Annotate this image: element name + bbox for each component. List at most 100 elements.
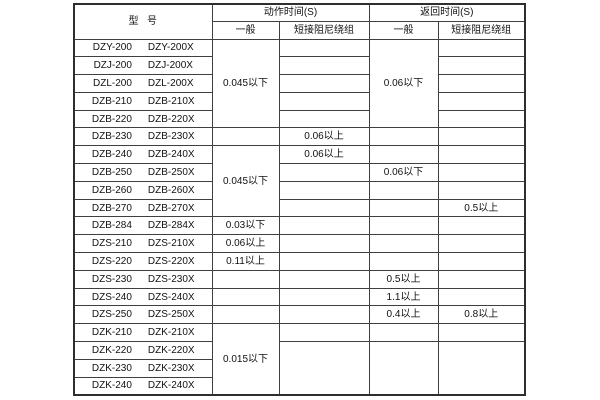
act-damping-cell bbox=[278, 287, 370, 307]
ret-damping-cell: 0.5以上 bbox=[437, 198, 526, 218]
act-damping-cell bbox=[278, 252, 370, 271]
model-name-b: DZB-240X bbox=[147, 149, 195, 161]
act-damping-cell bbox=[278, 56, 370, 76]
ret-general-cell: 0.06以下 bbox=[368, 38, 439, 129]
ret-general-cell bbox=[368, 323, 439, 343]
model-cell: DZB-270 DZB-270X bbox=[73, 198, 213, 218]
model-name-b: DZK-240X bbox=[147, 380, 195, 392]
ret-damping-cell bbox=[437, 234, 526, 254]
return-damping-subheader: 短接阻尼绕组 bbox=[437, 20, 526, 40]
model-name-b: DZB-270X bbox=[147, 202, 195, 214]
model-name-a: DZS-230 bbox=[91, 273, 132, 285]
relay-spec-table: 型 号 动作时间(S) 返回时间(S) 一般 短接阻尼绕组 一般 短接阻尼绕组 … bbox=[73, 3, 526, 396]
model-name-a: DZK-210 bbox=[91, 327, 132, 339]
table-row: DZK-210 DZK-210X 0.015以下 bbox=[73, 323, 526, 396]
table-row: DZB-284 DZB-284X 0.03以下 bbox=[73, 216, 526, 236]
model-name-a: DZB-210 bbox=[91, 95, 132, 107]
model-name-a: DZK-230 bbox=[91, 362, 132, 374]
table-row: DZB-210 DZB-210X bbox=[73, 91, 526, 111]
table-row: DZB-250 DZB-250X 0.06以下 bbox=[73, 163, 526, 182]
model-name-b: DZK-230X bbox=[147, 362, 195, 374]
act-general-cell: 0.045以下 bbox=[211, 145, 280, 218]
act-damping-cell bbox=[278, 234, 370, 254]
model-cell: DZB-284 DZB-284X bbox=[73, 216, 213, 236]
act-damping-cell bbox=[278, 323, 370, 343]
ret-general-cell: 1.1以上 bbox=[368, 287, 439, 307]
ret-general-cell bbox=[368, 127, 439, 147]
model-name-a: DZS-220 bbox=[91, 255, 132, 267]
table-row: DZS-240 DZS-240X 1.1以上 bbox=[73, 287, 526, 307]
table-row: DZB-220 DZB-220X bbox=[73, 109, 526, 129]
act-damping-cell bbox=[278, 341, 370, 396]
act-general-cell bbox=[211, 127, 280, 147]
model-name-a: DZK-220 bbox=[91, 344, 132, 356]
action-general-subheader: 一般 bbox=[211, 20, 280, 40]
model-cell: DZK-240 DZK-240X bbox=[73, 376, 213, 396]
act-general-cell bbox=[211, 287, 280, 307]
act-general-cell: 0.015以下 bbox=[211, 323, 280, 396]
ret-damping-cell bbox=[437, 127, 526, 147]
ret-general-cell bbox=[368, 341, 439, 396]
model-name-b: DZS-240X bbox=[147, 291, 195, 303]
act-damping-cell bbox=[278, 305, 370, 325]
table-row: DZS-230 DZS-230X 0.5以上 bbox=[73, 269, 526, 289]
ret-general-cell bbox=[368, 252, 439, 271]
ret-general-cell bbox=[368, 216, 439, 236]
table-row: DZS-210 DZS-210X 0.06以上 bbox=[73, 234, 526, 254]
model-cell: DZB-230 DZB-230X bbox=[73, 127, 213, 147]
ret-damping-cell bbox=[437, 38, 526, 58]
act-damping-cell: 0.06以上 bbox=[278, 145, 370, 165]
ret-damping-cell bbox=[437, 163, 526, 182]
model-name-a: DZB-250 bbox=[91, 166, 132, 178]
model-name-a: DZK-240 bbox=[91, 380, 132, 392]
model-cell: DZB-240 DZB-240X bbox=[73, 145, 213, 165]
model-cell: DZB-220 DZB-220X bbox=[73, 109, 213, 129]
model-name-a: DZJ-200 bbox=[93, 60, 132, 72]
ret-general-cell: 0.4以上 bbox=[368, 305, 439, 325]
ret-damping-cell bbox=[437, 269, 526, 289]
ret-damping-cell bbox=[437, 252, 526, 271]
act-general-cell bbox=[211, 305, 280, 325]
table-row: DZK-240 DZK-240X bbox=[73, 376, 525, 396]
model-cell: DZS-210 DZS-210X bbox=[73, 234, 213, 254]
model-name-b: DZK-220X bbox=[147, 344, 195, 356]
model-cell: DZB-260 DZB-260X bbox=[73, 180, 213, 200]
model-name-b: DZS-210X bbox=[147, 238, 195, 250]
model-name-a: DZY-200 bbox=[92, 42, 132, 54]
ret-damping-cell bbox=[437, 145, 526, 165]
ret-general-cell bbox=[368, 180, 439, 200]
act-damping-cell bbox=[278, 163, 370, 182]
model-name-b: DZB-284X bbox=[147, 220, 195, 232]
model-name-b: DZL-200X bbox=[147, 77, 194, 89]
act-general-cell bbox=[211, 269, 280, 289]
ret-damping-cell bbox=[437, 91, 526, 111]
ret-damping-cell bbox=[437, 109, 526, 129]
act-damping-cell bbox=[278, 38, 370, 58]
model-name-a: DZB-230 bbox=[91, 131, 132, 143]
ret-damping-cell bbox=[437, 287, 526, 307]
act-general-cell: 0.03以下 bbox=[211, 216, 280, 236]
act-damping-cell bbox=[278, 74, 370, 93]
model-name-b: DZS-250X bbox=[147, 309, 195, 321]
act-damping-cell bbox=[278, 198, 370, 218]
ret-damping-cell: 0.8以上 bbox=[437, 305, 526, 325]
ret-damping-cell bbox=[437, 216, 526, 236]
ret-damping-cell bbox=[437, 341, 526, 396]
model-cell: DZB-250 DZB-250X bbox=[73, 163, 213, 182]
act-damping-cell bbox=[278, 91, 370, 111]
ret-general-cell bbox=[368, 198, 439, 218]
model-cell: DZS-220 DZS-220X bbox=[73, 252, 213, 271]
act-damping-cell bbox=[278, 109, 370, 129]
model-name-a: DZS-240 bbox=[91, 291, 132, 303]
ret-damping-cell bbox=[437, 74, 526, 93]
act-damping-cell: 0.06以上 bbox=[278, 127, 370, 147]
model-name-b: DZB-220X bbox=[147, 113, 195, 125]
return-general-subheader: 一般 bbox=[368, 20, 439, 40]
model-cell: DZY-200 DZY-200X bbox=[73, 38, 213, 58]
model-name-a: DZB-284 bbox=[91, 220, 132, 232]
model-cell: DZS-240 DZS-240X bbox=[73, 287, 213, 307]
ret-damping-cell bbox=[437, 323, 526, 343]
model-name-b: DZB-260X bbox=[147, 184, 195, 196]
table-row: DZS-220 DZS-220X 0.11以上 bbox=[73, 252, 526, 271]
